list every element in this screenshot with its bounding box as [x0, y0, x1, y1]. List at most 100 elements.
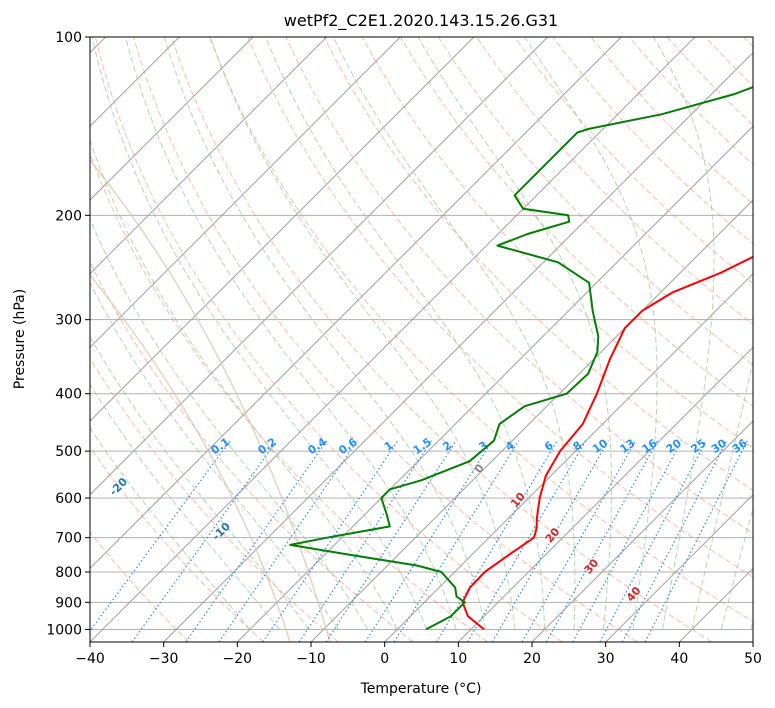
mixing-ratio-label: 30	[709, 436, 729, 456]
dry-adiabat-line	[285, 37, 753, 535]
x-tick-label: 0	[380, 651, 389, 667]
freezing-arc	[90, 159, 331, 642]
mixing-ratio-label: 0.6	[336, 435, 360, 457]
mixing-ratio-line	[644, 440, 748, 642]
chart-title: wetPf2_C2E1.2020.143.15.26.G31	[284, 11, 558, 31]
x-axis-label: Temperature (°C)	[360, 681, 482, 697]
mixing-ratio-label: 13	[617, 437, 637, 456]
x-tick-label: −30	[149, 651, 179, 667]
moist-adiabat-line	[750, 619, 753, 630]
y-axis-label: Pressure (hPa)	[12, 289, 28, 389]
moist-adiabat-label: 20	[543, 525, 563, 545]
dry-adiabat-line	[437, 37, 753, 366]
isotherm-line	[384, 272, 753, 642]
moist-adiabat-line	[691, 358, 753, 630]
dry-adiabat-label: -20	[107, 475, 130, 498]
moist-adiabat-label: 40	[624, 584, 644, 604]
mixing-ratio-line	[599, 440, 707, 642]
dry-adiabat-line	[90, 446, 264, 642]
dry-adiabat-line	[90, 356, 339, 642]
x-tick-label: −20	[223, 651, 253, 667]
moist-adiabat-line	[720, 506, 753, 630]
mixing-ratio-line	[621, 440, 728, 642]
x-tick-label: −10	[296, 651, 326, 667]
mixing-ratio-line	[466, 440, 587, 642]
dry-adiabat-line	[704, 37, 753, 87]
mixing-ratio-line	[393, 440, 520, 642]
y-tick-label: 1000	[46, 622, 82, 638]
mixing-ratio-label: 16	[640, 436, 660, 456]
isotherm-line	[678, 567, 753, 642]
dry-adiabat-line	[90, 531, 190, 642]
y-tick-label: 500	[55, 444, 82, 460]
mixing-ratio-label: 10	[590, 436, 610, 456]
moist-adiabat-line	[90, 281, 339, 630]
moist-adiabat-line	[91, 37, 428, 630]
mixing-ratio-line	[545, 440, 659, 642]
dry-adiabat-line	[514, 37, 753, 285]
isotherm-line	[531, 420, 753, 642]
moist-adiabat-line	[90, 217, 369, 630]
y-tick-label: 800	[55, 565, 82, 581]
x-tick-label: 20	[523, 651, 541, 667]
dry-adiabat-label: -30	[15, 432, 38, 455]
dry-adiabat-line	[209, 37, 753, 623]
dewpoint-profile	[289, 86, 753, 631]
dry-adiabat-line	[361, 37, 753, 449]
dry-adiabat-line	[247, 37, 753, 578]
mixing-ratio-line	[491, 440, 609, 642]
mixing-ratio-line	[90, 440, 231, 632]
mixing-ratio-label: 0.2	[256, 435, 279, 457]
isotherm-line	[90, 37, 549, 496]
dry-adiabat-line	[399, 37, 753, 407]
y-tick-label: 100	[55, 30, 82, 46]
mixing-ratio-line	[298, 440, 432, 642]
isotherm-line	[457, 346, 753, 642]
mixing-ratio-line	[185, 440, 328, 642]
freezing-arc	[90, 274, 291, 642]
mixing-ratio-label: 1.5	[411, 435, 434, 457]
dry-adiabat-line	[94, 37, 563, 642]
dry-adiabat-line	[743, 37, 753, 48]
isotherm-line	[90, 37, 254, 201]
x-tick-label: 50	[744, 651, 762, 667]
dry-adiabat-line	[666, 37, 753, 126]
moist-adiabat-label: 10	[508, 490, 528, 510]
dry-adiabat-line	[132, 37, 638, 642]
moist-adiabat-line	[90, 138, 398, 630]
x-tick-label: 30	[597, 651, 615, 667]
dry-adiabat-line	[552, 37, 753, 245]
moist-adiabat-line	[90, 335, 310, 630]
moist-adiabat-line	[125, 37, 457, 630]
mixing-ratio-line	[218, 440, 358, 642]
isotherm-line	[90, 37, 622, 570]
y-tick-label: 400	[55, 387, 82, 403]
x-tick-label: −40	[75, 651, 105, 667]
x-tick-label: 10	[449, 651, 467, 667]
isotherm-line	[90, 37, 475, 422]
y-tick-label: 200	[55, 208, 82, 224]
isotherm-line	[310, 199, 753, 642]
isotherm-line	[90, 37, 696, 642]
moist-adiabat-line	[265, 37, 546, 630]
x-tick-label: 40	[670, 651, 688, 667]
mixing-ratio-line	[262, 440, 399, 642]
mixing-ratio-line	[435, 440, 558, 642]
axes: −40 −30 −20 −10 0 10 20 30 40 5010020030040050060…	[46, 30, 762, 667]
y-tick-label: 700	[55, 531, 82, 547]
mixing-ratio-line	[325, 440, 457, 642]
plot-area: 0.10.20.40.611.52346810131620253036-100-…	[15, 37, 753, 642]
temperature-profile	[461, 255, 753, 631]
mixing-ratio-line	[131, 440, 278, 642]
y-tick-label: 900	[55, 595, 82, 611]
mixing-ratio-label: 0.1	[209, 435, 232, 457]
line-labels: 0.10.20.40.611.52346810131620253036-100-…	[15, 432, 750, 604]
plot-frame	[89, 36, 754, 643]
dry-adiabat-line	[90, 260, 414, 642]
moist-adiabat-line	[163, 37, 487, 630]
isotherm-line	[605, 493, 753, 642]
moist-adiabat-label: 30	[582, 556, 602, 576]
background-lines	[90, 37, 753, 642]
y-tick-label: 300	[55, 313, 82, 329]
